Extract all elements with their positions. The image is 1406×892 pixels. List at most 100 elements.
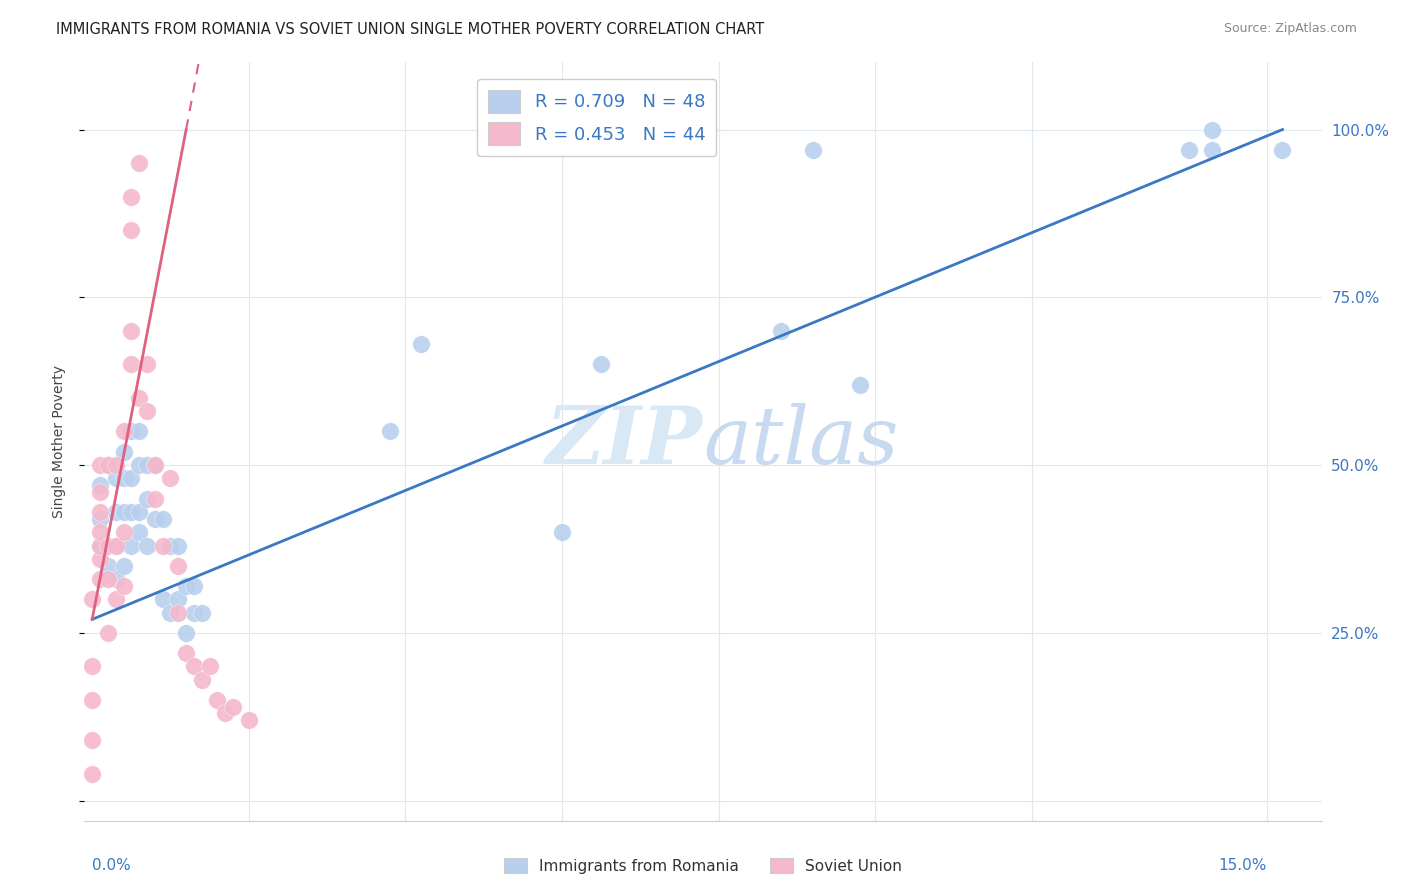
Point	[112, 425, 135, 439]
Point	[104, 572, 127, 586]
Point	[378, 425, 401, 439]
Point	[112, 558, 135, 573]
Point	[89, 512, 111, 526]
Point	[82, 693, 104, 707]
Point	[1271, 143, 1294, 157]
Point	[770, 324, 793, 338]
Point	[120, 425, 142, 439]
Point	[120, 189, 142, 203]
Point	[136, 404, 159, 418]
Point	[222, 699, 245, 714]
Point	[1201, 122, 1223, 136]
Point	[167, 539, 190, 553]
Point	[136, 458, 159, 472]
Point	[128, 458, 150, 472]
Text: IMMIGRANTS FROM ROMANIA VS SOVIET UNION SINGLE MOTHER POVERTY CORRELATION CHART: IMMIGRANTS FROM ROMANIA VS SOVIET UNION …	[56, 22, 765, 37]
Point	[128, 156, 150, 170]
Point	[97, 539, 120, 553]
Point	[183, 606, 205, 620]
Point	[136, 357, 159, 371]
Point	[112, 471, 135, 485]
Text: 0.0%: 0.0%	[93, 857, 131, 872]
Point	[104, 471, 127, 485]
Point	[97, 625, 120, 640]
Point	[82, 592, 104, 607]
Point	[591, 357, 613, 371]
Point	[112, 525, 135, 540]
Point	[183, 579, 205, 593]
Point	[143, 458, 166, 472]
Point	[152, 592, 174, 607]
Point	[120, 324, 142, 338]
Point	[167, 558, 190, 573]
Point	[120, 471, 142, 485]
Point	[214, 706, 236, 721]
Point	[89, 572, 111, 586]
Point	[89, 505, 111, 519]
Point	[89, 478, 111, 492]
Point	[82, 733, 104, 747]
Point	[120, 223, 142, 237]
Point	[1177, 143, 1199, 157]
Point	[89, 552, 111, 566]
Point	[128, 505, 150, 519]
Point	[82, 659, 104, 673]
Point	[89, 525, 111, 540]
Point	[174, 579, 197, 593]
Point	[128, 391, 150, 405]
Point	[128, 525, 150, 540]
Point	[198, 659, 221, 673]
Point	[112, 444, 135, 458]
Point	[159, 539, 181, 553]
Text: atlas: atlas	[703, 403, 898, 480]
Point	[82, 766, 104, 780]
Point	[136, 491, 159, 506]
Point	[120, 357, 142, 371]
Point	[801, 143, 824, 157]
Point	[104, 458, 127, 472]
Point	[97, 558, 120, 573]
Point	[238, 713, 260, 727]
Point	[89, 484, 111, 499]
Point	[104, 539, 127, 553]
Point	[143, 512, 166, 526]
Legend: Immigrants from Romania, Soviet Union: Immigrants from Romania, Soviet Union	[498, 852, 908, 880]
Point	[848, 377, 870, 392]
Text: ZIP: ZIP	[546, 403, 703, 480]
Point	[143, 458, 166, 472]
Point	[167, 606, 190, 620]
Point	[120, 505, 142, 519]
Point	[174, 625, 197, 640]
Point	[89, 458, 111, 472]
Point	[104, 592, 127, 607]
Point	[551, 525, 574, 540]
Text: Source: ZipAtlas.com: Source: ZipAtlas.com	[1223, 22, 1357, 36]
Point	[97, 458, 120, 472]
Point	[152, 512, 174, 526]
Point	[191, 673, 214, 687]
Point	[97, 458, 120, 472]
Point	[207, 693, 229, 707]
Point	[89, 539, 111, 553]
Point	[120, 539, 142, 553]
Point	[409, 337, 432, 351]
Point	[1201, 143, 1223, 157]
Point	[159, 606, 181, 620]
Point	[152, 539, 174, 553]
Text: 15.0%: 15.0%	[1219, 857, 1267, 872]
Point	[97, 572, 120, 586]
Y-axis label: Single Mother Poverty: Single Mother Poverty	[52, 365, 66, 518]
Point	[159, 471, 181, 485]
Point	[112, 579, 135, 593]
Point	[136, 539, 159, 553]
Point	[183, 659, 205, 673]
Point	[174, 646, 197, 660]
Point	[167, 592, 190, 607]
Point	[89, 539, 111, 553]
Point	[104, 505, 127, 519]
Point	[143, 491, 166, 506]
Legend: R = 0.709   N = 48, R = 0.453   N = 44: R = 0.709 N = 48, R = 0.453 N = 44	[477, 79, 716, 156]
Point	[128, 425, 150, 439]
Point	[104, 539, 127, 553]
Point	[112, 505, 135, 519]
